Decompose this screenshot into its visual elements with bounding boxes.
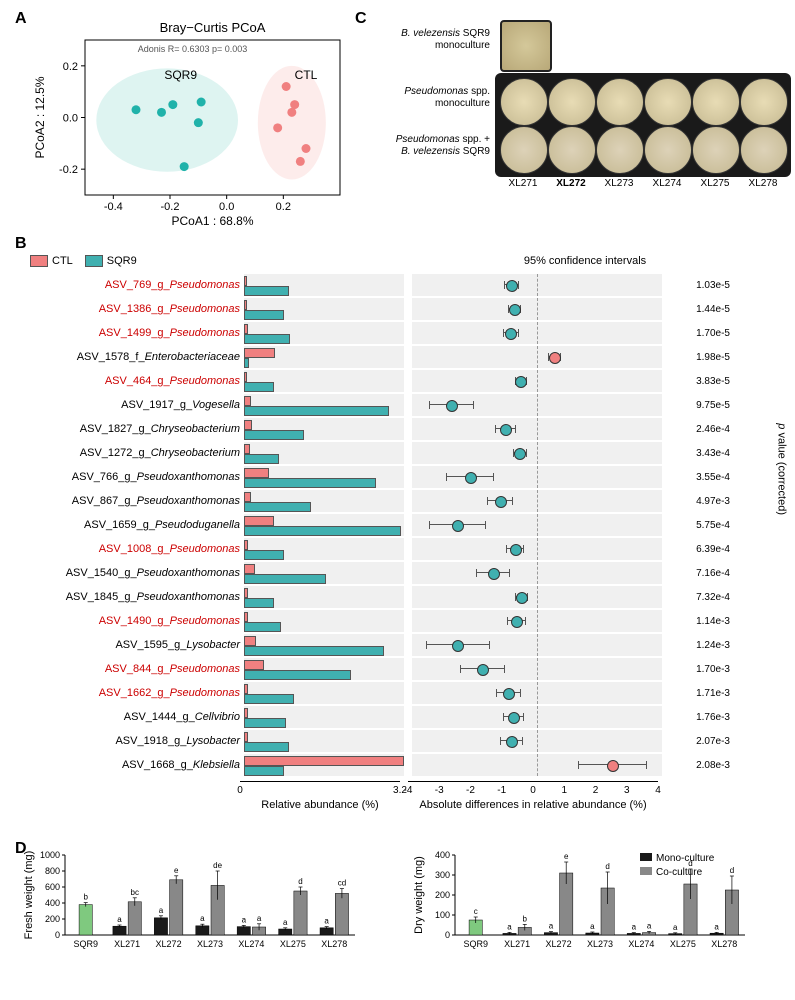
panel-d-plot: 02004006008001000Fresh weight (mg)bSQR9a… — [20, 845, 790, 995]
svg-text:200: 200 — [435, 890, 450, 900]
svg-text:400: 400 — [45, 898, 60, 908]
svg-text:XL271: XL271 — [504, 939, 530, 949]
svg-text:0: 0 — [445, 930, 450, 940]
svg-text:0.0: 0.0 — [219, 201, 234, 213]
svg-text:200: 200 — [45, 914, 60, 924]
svg-text:Fresh weight (mg): Fresh weight (mg) — [23, 851, 35, 940]
svg-text:0: 0 — [55, 930, 60, 940]
svg-text:a: a — [159, 906, 164, 915]
svg-text:b: b — [83, 893, 88, 902]
svg-text:XL274: XL274 — [628, 939, 654, 949]
svg-text:Adonis R= 0.6303 p= 0.003: Adonis R= 0.6303 p= 0.003 — [138, 44, 248, 54]
svg-text:a: a — [324, 917, 329, 926]
svg-text:800: 800 — [45, 866, 60, 876]
svg-text:XL272: XL272 — [156, 939, 182, 949]
svg-text:d: d — [298, 877, 302, 886]
svg-text:e: e — [174, 866, 179, 875]
svg-text:Mono-culture: Mono-culture — [656, 853, 715, 864]
svg-text:XL274: XL274 — [238, 939, 264, 949]
svg-text:a: a — [590, 922, 595, 931]
svg-text:d: d — [605, 862, 609, 871]
svg-text:d: d — [730, 866, 734, 875]
svg-text:de: de — [213, 861, 222, 870]
svg-text:0.0: 0.0 — [63, 113, 78, 125]
figure-root: A -0.4 -0.2 0.0 0.2 -0.2 0.0 0.2 Bray−Curtis PC… — [10, 10, 785, 990]
svg-text:100: 100 — [435, 910, 450, 920]
svg-text:PCoA2 : 12.5%: PCoA2 : 12.5% — [33, 76, 47, 158]
svg-text:XL272: XL272 — [546, 939, 572, 949]
panel-a-label: A — [15, 10, 27, 28]
svg-text:0.2: 0.2 — [276, 201, 291, 213]
panel-c-plate: B. velezensis SQR9monoculturePseudomonas… — [360, 20, 780, 230]
svg-text:a: a — [117, 915, 122, 924]
svg-text:SQR9: SQR9 — [463, 939, 488, 949]
svg-text:-0.2: -0.2 — [59, 164, 78, 176]
svg-text:0.2: 0.2 — [63, 61, 78, 73]
panel-b-label: B — [15, 235, 27, 253]
svg-text:a: a — [673, 923, 678, 932]
panel-b-plot: CTL SQR9 95% confidence intervals ASV_76… — [20, 255, 780, 811]
svg-text:XL271: XL271 — [114, 939, 140, 949]
svg-text:CTL: CTL — [295, 68, 318, 82]
svg-text:a: a — [647, 921, 652, 930]
svg-text:300: 300 — [435, 870, 450, 880]
svg-text:c: c — [474, 907, 478, 916]
svg-text:XL278: XL278 — [321, 939, 347, 949]
svg-text:a: a — [549, 922, 554, 931]
svg-text:a: a — [507, 922, 512, 931]
svg-text:Dry weight (mg): Dry weight (mg) — [413, 856, 425, 934]
svg-text:XL278: XL278 — [711, 939, 737, 949]
svg-text:a: a — [200, 914, 205, 923]
svg-text:1000: 1000 — [40, 850, 60, 860]
svg-text:b: b — [523, 914, 528, 923]
svg-text:e: e — [564, 852, 569, 861]
svg-text:400: 400 — [435, 850, 450, 860]
svg-text:a: a — [257, 914, 262, 923]
svg-text:XL273: XL273 — [587, 939, 613, 949]
svg-text:a: a — [283, 918, 288, 927]
svg-text:a: a — [242, 915, 247, 924]
svg-text:XL275: XL275 — [280, 939, 306, 949]
panel-a-plot: -0.4 -0.2 0.0 0.2 -0.2 0.0 0.2 Bray−Curtis PCoA… — [30, 15, 350, 230]
svg-text:bc: bc — [131, 888, 139, 897]
svg-text:600: 600 — [45, 882, 60, 892]
svg-text:-0.4: -0.4 — [104, 201, 123, 213]
svg-text:SQR9: SQR9 — [73, 939, 98, 949]
svg-text:XL275: XL275 — [670, 939, 696, 949]
svg-text:cd: cd — [338, 879, 346, 888]
svg-text:a: a — [714, 922, 719, 931]
svg-text:PCoA1 : 68.8%: PCoA1 : 68.8% — [171, 214, 253, 228]
svg-text:Bray−Curtis PCoA: Bray−Curtis PCoA — [160, 20, 266, 35]
svg-text:a: a — [632, 923, 637, 932]
svg-text:Co-culture: Co-culture — [656, 867, 703, 878]
svg-text:SQR9: SQR9 — [164, 68, 197, 82]
svg-text:XL273: XL273 — [197, 939, 223, 949]
svg-text:-0.2: -0.2 — [161, 201, 180, 213]
